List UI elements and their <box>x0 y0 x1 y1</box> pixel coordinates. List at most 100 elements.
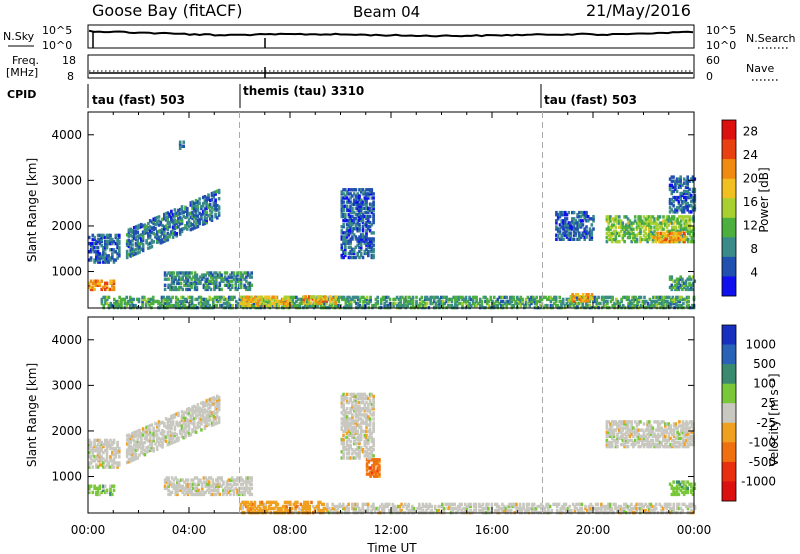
power-cell <box>555 210 558 215</box>
power-cell <box>679 285 682 290</box>
velocity-cell <box>127 445 131 450</box>
velocity-cell <box>183 486 186 490</box>
power-cell <box>354 216 358 221</box>
power-cell <box>173 214 177 218</box>
power-cell <box>88 241 91 246</box>
power-cell <box>100 235 103 240</box>
power-cell <box>656 217 660 221</box>
power-cell <box>226 299 229 304</box>
velocity-cell <box>89 449 93 453</box>
velocity-cell <box>131 435 134 440</box>
velocity-cell <box>112 488 116 492</box>
velocity-cell <box>626 504 630 509</box>
velocity-cell <box>451 506 455 511</box>
velocity-cell <box>88 446 91 451</box>
power-cell <box>212 201 216 205</box>
power-cell <box>583 229 586 233</box>
velocity-cell <box>395 506 398 511</box>
power-cell <box>560 233 563 237</box>
power-cell <box>622 303 625 308</box>
power-cell <box>298 297 302 302</box>
power-cell <box>670 183 674 187</box>
power-cell <box>671 297 675 302</box>
power-cell <box>670 239 674 244</box>
power-cell <box>367 301 371 306</box>
power-cell <box>202 283 206 287</box>
velocity-cell <box>191 430 194 434</box>
power-cell <box>147 234 150 238</box>
velocity-cell <box>134 448 138 453</box>
power-cell <box>208 295 211 300</box>
velocity-cell <box>206 478 209 482</box>
power-cell <box>347 212 351 217</box>
power-cell <box>197 295 201 300</box>
power-cell <box>248 283 252 287</box>
power-cell <box>523 303 526 308</box>
velocity-cell <box>187 407 191 411</box>
power-cell <box>480 301 484 306</box>
power-cell <box>314 303 318 308</box>
power-cell <box>669 217 672 221</box>
power-cell <box>107 239 110 244</box>
velocity-cell <box>649 504 653 509</box>
velocity-cell <box>640 506 644 511</box>
power-cell <box>670 277 674 281</box>
power-cell <box>406 299 409 304</box>
power-cell <box>678 299 682 304</box>
power-cell <box>485 299 489 304</box>
power-cell <box>351 202 354 206</box>
velocity-cell <box>191 428 194 432</box>
power-cell <box>95 258 98 262</box>
power-cell <box>204 303 208 308</box>
power-cell <box>672 233 676 238</box>
power-cell <box>95 239 98 244</box>
power-cell <box>114 301 118 306</box>
power-cell <box>166 225 170 230</box>
velocity-cell <box>150 445 154 450</box>
power-cell <box>578 231 581 235</box>
power-cell <box>88 258 91 262</box>
power-cell <box>626 223 630 227</box>
power-cell <box>670 287 674 292</box>
power-cell <box>118 239 121 244</box>
velocity-cell <box>103 442 107 447</box>
velocity-cell <box>391 508 395 513</box>
power-cell <box>610 239 614 244</box>
nsky-tick-top: 10^5 <box>42 24 72 37</box>
power-cell <box>484 295 487 300</box>
velocity-cell <box>654 506 658 511</box>
power-cell <box>132 234 136 238</box>
cpid-segment-3: tau (fast) 503 <box>544 93 637 107</box>
power-cell <box>650 299 653 304</box>
power-cell <box>177 277 181 281</box>
velocity-cell <box>464 506 467 511</box>
power-cell <box>512 295 516 300</box>
velocity-cell <box>187 425 191 429</box>
power-cell <box>668 275 672 279</box>
velocity-cell <box>163 421 166 426</box>
power-cell <box>679 225 683 229</box>
power-cell <box>157 215 161 219</box>
power-cell <box>195 277 199 281</box>
power-cell <box>111 287 114 292</box>
power-cell <box>682 195 686 200</box>
power-cell <box>674 210 677 214</box>
power-cell <box>112 285 116 290</box>
power-cell <box>185 297 189 302</box>
power-cell <box>417 303 420 308</box>
power-cell <box>127 242 131 247</box>
velocity-cell <box>102 451 105 455</box>
power-cell <box>356 251 359 256</box>
velocity-cell <box>499 506 502 511</box>
velocity-cell <box>112 457 116 461</box>
power-cell <box>241 297 244 301</box>
power-cell <box>585 229 588 233</box>
velocity-cell <box>145 437 148 442</box>
power-cell <box>677 183 681 187</box>
power-cell <box>614 235 618 240</box>
power-cell <box>672 221 676 225</box>
velocity-cell <box>250 492 253 497</box>
velocity-cell <box>208 418 212 422</box>
power-cell <box>217 197 221 201</box>
power-cell <box>583 210 586 215</box>
